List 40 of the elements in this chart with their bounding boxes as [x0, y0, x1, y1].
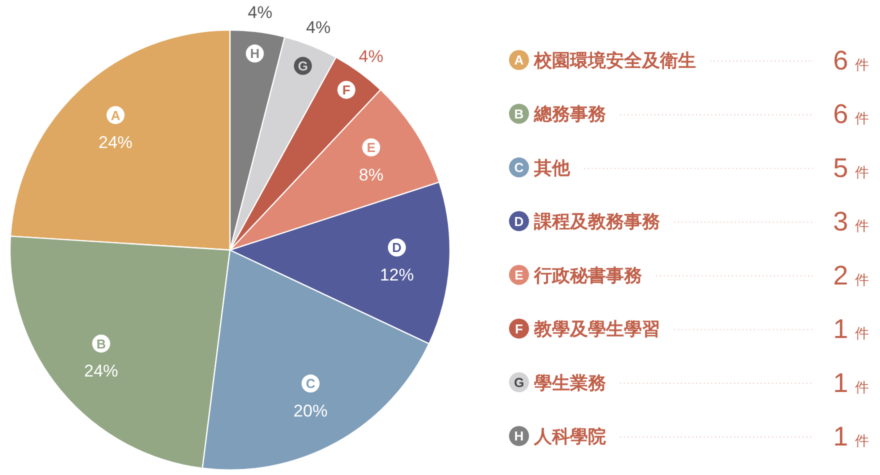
- text: 1 件: [833, 422, 869, 452]
- text: 6 件: [833, 99, 869, 130]
- text: C: [514, 160, 524, 176]
- text: 5 件: [833, 152, 869, 183]
- text: B: [514, 106, 524, 122]
- legend-label: 行政秘書事務: [533, 265, 642, 286]
- text: D: [392, 240, 402, 256]
- text: G: [514, 374, 524, 390]
- legend-label: 其他: [533, 158, 571, 178]
- text: A: [514, 52, 524, 68]
- legend-label: 人科學院: [533, 426, 606, 446]
- text: F: [515, 321, 523, 336]
- text: B: [96, 336, 106, 352]
- legend-label: 校園環境安全及衛生: [533, 50, 696, 70]
- legend-label: 課程及教務事務: [533, 212, 660, 232]
- text: 6 件: [833, 46, 869, 76]
- text: 3 件: [833, 206, 869, 237]
- text: 1 件: [833, 314, 869, 344]
- data-label: 24%: [98, 133, 133, 152]
- text: E: [366, 140, 376, 156]
- text: E: [514, 268, 524, 283]
- data-label: 8%: [358, 165, 384, 184]
- legend-label: 學生業務: [534, 372, 606, 393]
- legend-label: 總務事務: [533, 104, 606, 124]
- text: 1 件: [833, 368, 869, 398]
- text: C: [306, 376, 316, 392]
- text: 2 件: [833, 260, 869, 290]
- data-label: 20%: [294, 402, 328, 421]
- text: H: [250, 46, 260, 62]
- data-label: 4%: [358, 46, 384, 66]
- data-label: 4%: [248, 2, 272, 22]
- data-label: 4%: [306, 18, 331, 37]
- text: G: [298, 58, 308, 74]
- data-label: 24%: [84, 362, 118, 381]
- text: H: [514, 428, 524, 444]
- data-label: 12%: [380, 266, 414, 284]
- text: A: [110, 108, 121, 123]
- text: F: [342, 82, 350, 98]
- text: D: [514, 214, 524, 229]
- legend-label: 教學及學生學習: [533, 319, 660, 340]
